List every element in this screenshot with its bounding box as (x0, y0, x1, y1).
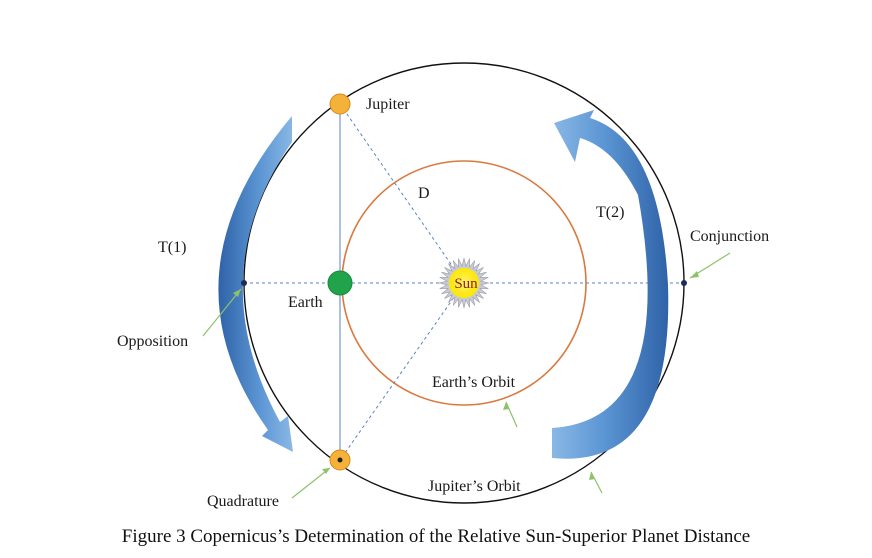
quadrature-pointer-head (322, 468, 330, 474)
opposition-pointer-head (233, 289, 241, 297)
quadrature-label: Quadrature (207, 493, 279, 510)
earth-planet (327, 270, 353, 296)
figure-caption: Figure 3 Copernicus’s Determination of t… (122, 526, 750, 547)
conjunction-label: Conjunction (690, 228, 769, 245)
jupiter-orbit-pointer-head (589, 472, 595, 480)
distance-label: D (418, 185, 430, 202)
earth-label: Earth (288, 294, 323, 311)
quadrature-pointer (291, 467, 331, 499)
jupiter-quadrature (329, 449, 351, 471)
conjunction-pointer-head (690, 271, 699, 278)
sun-jupiter-line (339, 103, 465, 284)
t1-label: T(1) (158, 239, 186, 256)
sun-label: Sun (454, 276, 478, 292)
jupiter-quadrature-dot (337, 457, 343, 463)
t1-motion-arrow (218, 116, 293, 452)
jupiter-orbit-label: Jupiter’s Orbit (428, 478, 521, 495)
t2-label: T(2) (596, 204, 624, 221)
opposition-point (241, 280, 247, 286)
opposition-label: Opposition (117, 333, 188, 350)
conjunction-point (681, 280, 687, 286)
opposition-pointer (202, 288, 242, 337)
earth-orbit-label: Earth’s Orbit (432, 374, 516, 391)
sun-core (449, 268, 479, 298)
jupiter-label: Jupiter (366, 96, 410, 113)
t2-motion-arrow (552, 110, 669, 459)
earth-orbit-pointer (505, 401, 518, 428)
jupiter-planet (329, 93, 351, 115)
sun-quadrature-line (339, 282, 465, 461)
earth-orbit-pointer-head (503, 402, 509, 410)
sun: Sun (438, 257, 490, 309)
